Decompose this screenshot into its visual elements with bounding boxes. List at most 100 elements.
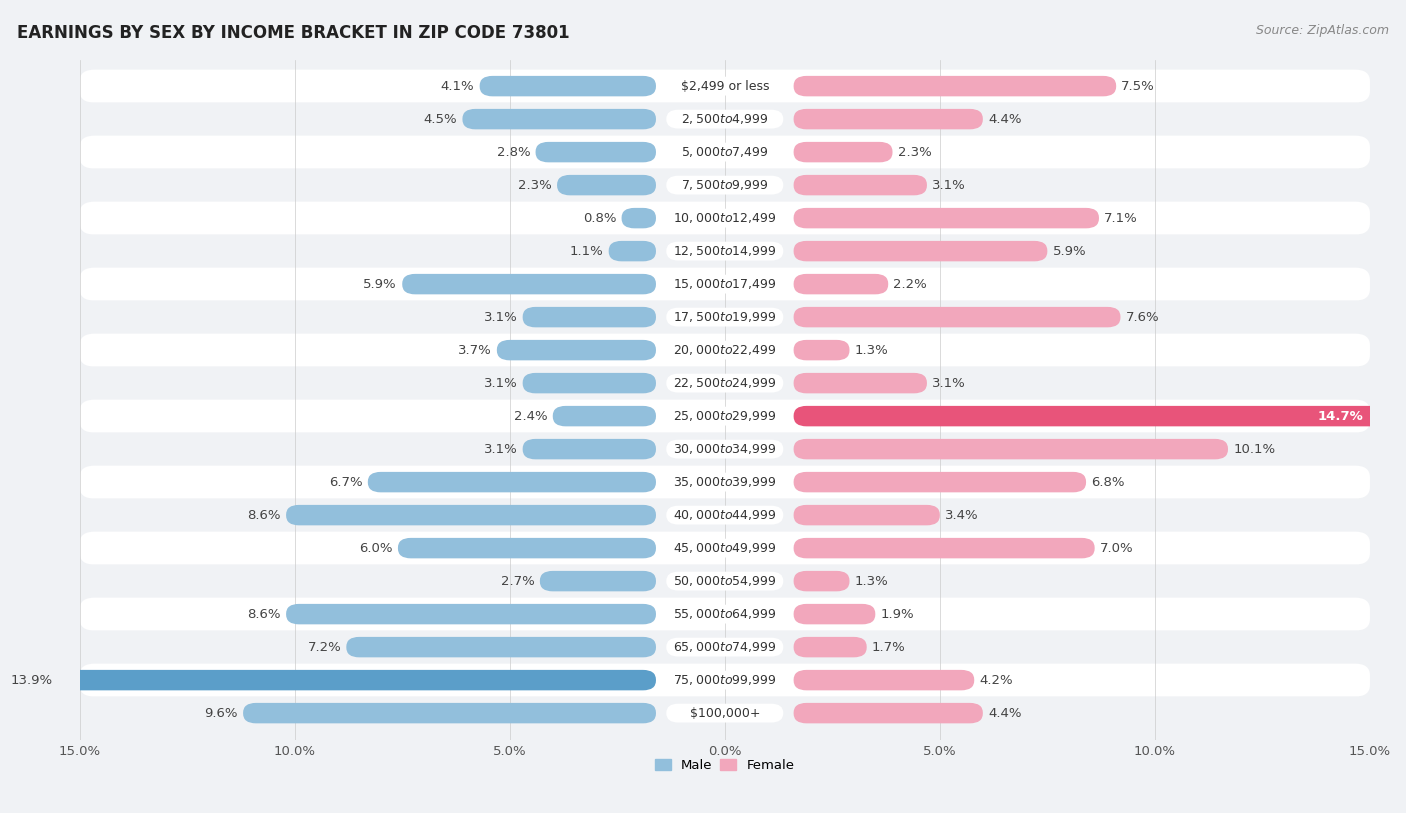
FancyBboxPatch shape: [793, 439, 1227, 459]
FancyBboxPatch shape: [666, 307, 783, 327]
Text: $15,000 to $17,499: $15,000 to $17,499: [673, 277, 776, 291]
Text: $22,500 to $24,999: $22,500 to $24,999: [673, 376, 776, 390]
FancyBboxPatch shape: [398, 538, 657, 559]
Text: 7.0%: 7.0%: [1099, 541, 1133, 554]
Text: 1.1%: 1.1%: [569, 245, 603, 258]
Text: 6.0%: 6.0%: [360, 541, 392, 554]
FancyBboxPatch shape: [80, 136, 1369, 168]
FancyBboxPatch shape: [793, 406, 1406, 426]
Text: 3.1%: 3.1%: [484, 311, 517, 324]
Text: $2,499 or less: $2,499 or less: [681, 80, 769, 93]
FancyBboxPatch shape: [793, 472, 1085, 493]
FancyBboxPatch shape: [793, 505, 939, 525]
Text: 3.1%: 3.1%: [484, 376, 517, 389]
Text: $25,000 to $29,999: $25,000 to $29,999: [673, 409, 776, 423]
FancyBboxPatch shape: [80, 564, 1369, 598]
Text: 1.7%: 1.7%: [872, 641, 905, 654]
Text: 2.7%: 2.7%: [501, 575, 534, 588]
Text: 5.9%: 5.9%: [1053, 245, 1087, 258]
FancyBboxPatch shape: [402, 274, 657, 294]
Text: 1.3%: 1.3%: [855, 575, 889, 588]
FancyBboxPatch shape: [666, 506, 783, 524]
FancyBboxPatch shape: [80, 202, 1369, 235]
FancyBboxPatch shape: [793, 703, 983, 724]
FancyBboxPatch shape: [80, 235, 1369, 267]
Text: 3.1%: 3.1%: [484, 442, 517, 455]
FancyBboxPatch shape: [793, 142, 893, 163]
Text: $30,000 to $34,999: $30,000 to $34,999: [673, 442, 776, 456]
FancyBboxPatch shape: [346, 637, 657, 658]
FancyBboxPatch shape: [553, 406, 657, 426]
Text: 3.7%: 3.7%: [458, 344, 492, 357]
Text: 1.3%: 1.3%: [855, 344, 889, 357]
FancyBboxPatch shape: [58, 670, 657, 690]
Text: $75,000 to $99,999: $75,000 to $99,999: [673, 673, 776, 687]
FancyBboxPatch shape: [523, 373, 657, 393]
FancyBboxPatch shape: [666, 374, 783, 393]
Text: 3.1%: 3.1%: [932, 179, 966, 192]
Text: $100,000+: $100,000+: [689, 706, 761, 720]
Text: 7.5%: 7.5%: [1122, 80, 1156, 93]
FancyBboxPatch shape: [80, 70, 1369, 102]
FancyBboxPatch shape: [540, 571, 657, 591]
FancyBboxPatch shape: [793, 109, 983, 129]
FancyBboxPatch shape: [666, 241, 783, 260]
FancyBboxPatch shape: [793, 670, 974, 690]
Text: 2.3%: 2.3%: [519, 179, 553, 192]
Text: 4.5%: 4.5%: [423, 113, 457, 126]
Text: 2.3%: 2.3%: [897, 146, 931, 159]
FancyBboxPatch shape: [80, 697, 1369, 729]
Text: $45,000 to $49,999: $45,000 to $49,999: [673, 541, 776, 555]
FancyBboxPatch shape: [80, 333, 1369, 367]
Text: Source: ZipAtlas.com: Source: ZipAtlas.com: [1256, 24, 1389, 37]
Legend: Male, Female: Male, Female: [650, 754, 800, 777]
Text: 0.8%: 0.8%: [583, 211, 616, 224]
Text: 1.9%: 1.9%: [880, 607, 914, 620]
FancyBboxPatch shape: [80, 102, 1369, 136]
FancyBboxPatch shape: [80, 400, 1369, 433]
FancyBboxPatch shape: [557, 175, 657, 195]
FancyBboxPatch shape: [80, 498, 1369, 532]
FancyBboxPatch shape: [793, 208, 1099, 228]
Text: 8.6%: 8.6%: [247, 509, 281, 522]
FancyBboxPatch shape: [666, 472, 783, 492]
Text: EARNINGS BY SEX BY INCOME BRACKET IN ZIP CODE 73801: EARNINGS BY SEX BY INCOME BRACKET IN ZIP…: [17, 24, 569, 42]
FancyBboxPatch shape: [80, 367, 1369, 400]
FancyBboxPatch shape: [80, 433, 1369, 466]
FancyBboxPatch shape: [621, 208, 657, 228]
FancyBboxPatch shape: [793, 274, 889, 294]
Text: 3.1%: 3.1%: [932, 376, 966, 389]
FancyBboxPatch shape: [666, 209, 783, 228]
FancyBboxPatch shape: [793, 340, 849, 360]
Text: $65,000 to $74,999: $65,000 to $74,999: [673, 640, 776, 654]
FancyBboxPatch shape: [496, 340, 657, 360]
FancyBboxPatch shape: [609, 241, 657, 261]
FancyBboxPatch shape: [80, 532, 1369, 564]
FancyBboxPatch shape: [666, 539, 783, 558]
Text: 5.9%: 5.9%: [363, 277, 396, 290]
Text: 6.7%: 6.7%: [329, 476, 363, 489]
Text: $35,000 to $39,999: $35,000 to $39,999: [673, 475, 776, 489]
FancyBboxPatch shape: [666, 341, 783, 359]
FancyBboxPatch shape: [80, 267, 1369, 301]
FancyBboxPatch shape: [80, 301, 1369, 333]
Text: $2,500 to $4,999: $2,500 to $4,999: [681, 112, 769, 126]
FancyBboxPatch shape: [666, 275, 783, 293]
Text: $17,500 to $19,999: $17,500 to $19,999: [673, 310, 776, 324]
Text: 4.1%: 4.1%: [441, 80, 474, 93]
FancyBboxPatch shape: [666, 110, 783, 128]
FancyBboxPatch shape: [536, 142, 657, 163]
FancyBboxPatch shape: [243, 703, 657, 724]
FancyBboxPatch shape: [666, 704, 783, 723]
Text: 10.1%: 10.1%: [1233, 442, 1275, 455]
Text: $55,000 to $64,999: $55,000 to $64,999: [673, 607, 776, 621]
FancyBboxPatch shape: [285, 604, 657, 624]
Text: 7.6%: 7.6%: [1126, 311, 1160, 324]
FancyBboxPatch shape: [666, 76, 783, 95]
Text: 8.6%: 8.6%: [247, 607, 281, 620]
Text: $40,000 to $44,999: $40,000 to $44,999: [673, 508, 776, 522]
Text: 7.1%: 7.1%: [1104, 211, 1137, 224]
Text: 3.4%: 3.4%: [945, 509, 979, 522]
FancyBboxPatch shape: [666, 143, 783, 162]
Text: 4.2%: 4.2%: [980, 674, 1014, 687]
